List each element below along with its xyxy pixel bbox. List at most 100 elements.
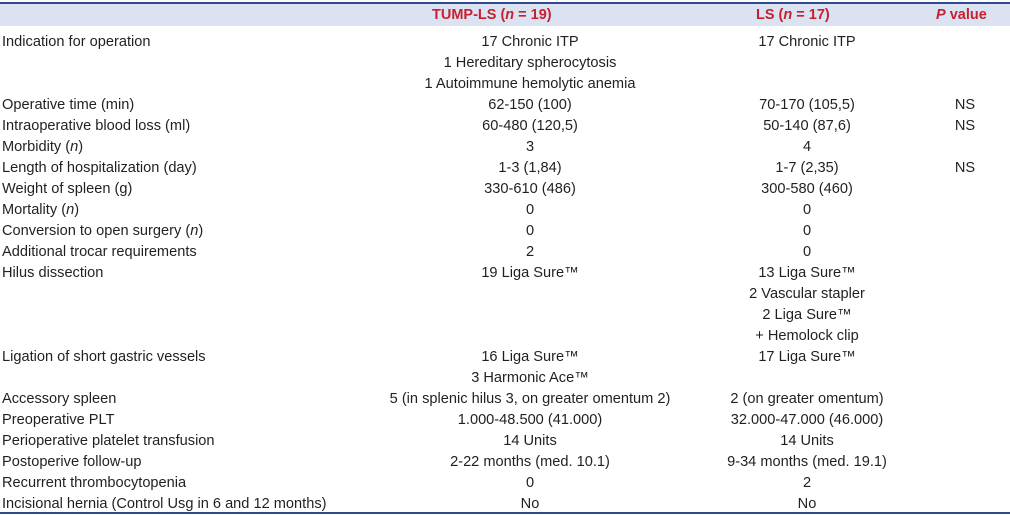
table-row-line: Recurrent thrombocytopenia 0 2 [0,473,1010,494]
tump-ls-value: 1.000-48.500 (41.000) [457,412,603,428]
ls-value: 4 [802,139,812,155]
tump-ls-value: 1 Autoimmune hemolytic anemia [424,76,636,92]
ls-value: 50-140 (87,6) [763,118,851,134]
table-row-line: 2 Vascular stapler [0,284,1010,305]
table-row-line: Weight of spleen (g) 330-610 (486) 300-580… [0,179,1010,200]
table-row-line: Additional trocar requirements 2 0 [0,242,1010,263]
table-row-line: + Hemolock clip [0,326,1010,347]
table-row-line: Intraoperative blood loss (ml) 60-480 (12… [0,116,1010,137]
row-label: Hilus dissection [2,265,104,281]
ls-value: + Hemolock clip [755,328,859,344]
ls-value: 9-34 months (med. 19.1) [727,454,887,470]
table-body: Indication for operation 17 Chronic ITP 17… [0,32,1010,515]
row-label: Incisional hernia (Control Usg in 6 and … [2,496,327,512]
table-row: Preoperative PLT 1.000-48.500 (41.000) 32.… [0,410,1010,431]
table-row: Weight of spleen (g) 330-610 (486) 300-580… [0,179,1010,200]
table-row: Morbidity (n) 3 4 [0,137,1010,158]
tump-ls-value: 0 [525,475,535,491]
table-row: Indication for operation 17 Chronic ITP 17… [0,32,1010,95]
table-row: Operative time (min) 62-150 (100) 70-170 (… [0,95,1010,116]
row-label: Recurrent thrombocytopenia [2,475,187,491]
ls-value: 17 Liga Sure™ [758,349,856,365]
table-row-line: 3 Harmonic Ace™ [0,368,1010,389]
tump-ls-value: 3 Harmonic Ace™ [471,370,589,386]
table-row: Recurrent thrombocytopenia 0 2 [0,473,1010,494]
ls-value: 0 [802,223,812,239]
row-label: Additional trocar requirements [2,244,197,260]
table-row-line: Preoperative PLT 1.000-48.500 (41.000) 32.… [0,410,1010,431]
ls-value: 14 Units [780,433,834,449]
table-row: Length of hospitalization (day) 1-3 (1,84… [0,158,1010,179]
table-row: Accessory spleen 5 (in splenic hilus 3, o… [0,389,1010,410]
table-row: Hilus dissection 19 Liga Sure™ 13 Liga Sur… [0,263,1010,347]
ls-value: 1-7 (2,35) [775,160,839,176]
header-tump-ls: TUMP-LS (n = 19) [432,7,552,23]
table-row: Postoperive follow-up 2-22 months (med. 1… [0,452,1010,473]
tump-ls-value: 5 (in splenic hilus 3, on greater omentu… [389,391,671,407]
row-label: Ligation of short gastric vessels [2,349,206,365]
ls-value: 0 [802,244,812,260]
ls-value: 2 Liga Sure™ [762,307,852,323]
p-value: NS [954,97,976,113]
table-row-line: Incisional hernia (Control Usg in 6 and … [0,494,1010,515]
table-row: Intraoperative blood loss (ml) 60-480 (12… [0,116,1010,137]
table-row-line: Accessory spleen 5 (in splenic hilus 3, o… [0,389,1010,410]
table-row: Additional trocar requirements 2 0 [0,242,1010,263]
ls-value: 2 (on greater omentum) [730,391,884,407]
table-row-line: Ligation of short gastric vessels 16 Liga… [0,347,1010,368]
ls-value: 0 [802,202,812,218]
ls-value: 300-580 (460) [761,181,853,197]
tump-ls-value: 62-150 (100) [488,97,572,113]
table-row-line: 1 Autoimmune hemolytic anemia [0,74,1010,95]
tump-ls-value: 60-480 (120,5) [482,118,578,134]
row-label: Conversion to open surgery (n) [2,223,204,239]
row-label: Postoperive follow-up [2,454,142,470]
table-row: Mortality (n) 0 0 [0,200,1010,221]
tump-ls-value: 2-22 months (med. 10.1) [450,454,610,470]
table-row-line: Perioperative platelet transfusion 14 Uni… [0,431,1010,452]
table-row-line: Operative time (min) 62-150 (100) 70-170 (… [0,95,1010,116]
tump-ls-value: 19 Liga Sure™ [481,265,579,281]
row-label: Perioperative platelet transfusion [2,433,215,449]
tump-ls-value: 2 [525,244,535,260]
header-p-value: P value [936,7,987,23]
ls-value: 32.000-47.000 (46.000) [730,412,884,428]
ls-value: 70-170 (105,5) [759,97,855,113]
tump-ls-value: 0 [525,223,535,239]
table-row: Incisional hernia (Control Usg in 6 and … [0,494,1010,515]
row-label: Weight of spleen (g) [2,181,133,197]
table-row-line: 2 Liga Sure™ [0,305,1010,326]
ls-value: 13 Liga Sure™ [758,265,856,281]
tump-ls-value: 1 Hereditary spherocytosis [443,55,617,71]
row-label: Length of hospitalization (day) [2,160,197,176]
tump-ls-value: 17 Chronic ITP [481,34,579,50]
p-value: NS [954,160,976,176]
tump-ls-value: 16 Liga Sure™ [481,349,579,365]
row-label: Indication for operation [2,34,151,50]
table-row: Perioperative platelet transfusion 14 Uni… [0,431,1010,452]
p-value: NS [954,118,976,134]
ls-value: No [797,496,817,512]
row-label: Mortality (n) [2,202,80,218]
table-row: Conversion to open surgery (n) 0 0 [0,221,1010,242]
row-label: Intraoperative blood loss (ml) [2,118,191,134]
row-label: Accessory spleen [2,391,117,407]
tump-ls-value: No [520,496,540,512]
table-row-line: Mortality (n) 0 0 [0,200,1010,221]
tump-ls-value: 3 [525,139,535,155]
table-row-line: Postoperive follow-up 2-22 months (med. 1… [0,452,1010,473]
tump-ls-value: 330-610 (486) [484,181,576,197]
table-row-line: Morbidity (n) 3 4 [0,137,1010,158]
tump-ls-value: 1-3 (1,84) [498,160,562,176]
table-row-line: Conversion to open surgery (n) 0 0 [0,221,1010,242]
table-row: Ligation of short gastric vessels 16 Liga… [0,347,1010,389]
top-rule [0,2,1010,4]
header-band [0,4,1010,26]
ls-value: 17 Chronic ITP [758,34,856,50]
bottom-rule [0,512,1010,514]
header-ls: LS (n = 17) [756,7,830,23]
table-row-line: Hilus dissection 19 Liga Sure™ 13 Liga Sur… [0,263,1010,284]
table-row-line: Length of hospitalization (day) 1-3 (1,84… [0,158,1010,179]
row-label: Operative time (min) [2,97,135,113]
